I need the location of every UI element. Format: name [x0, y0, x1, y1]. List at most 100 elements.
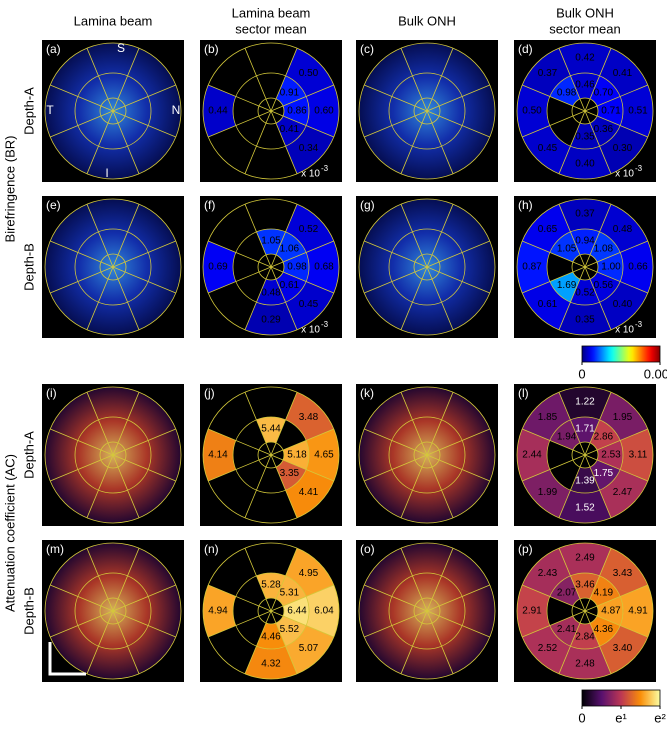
sector-grid: [99, 441, 127, 469]
sector: [599, 281, 648, 330]
sector-grid: [112, 428, 176, 456]
sector: [202, 84, 236, 138]
sector-value: 6.04: [314, 606, 334, 617]
sector-grid: [208, 610, 272, 638]
sector: [522, 204, 571, 253]
unit-label: x 10: [301, 169, 320, 180]
sector-grid: [112, 454, 140, 518]
sector-grid: [400, 392, 428, 456]
orientation-label: T: [46, 103, 54, 117]
column-header: Bulk ONH: [556, 5, 614, 20]
colorbar-tick-label: e²: [654, 710, 666, 725]
sector: [517, 240, 550, 294]
sector: [275, 459, 307, 491]
sector: [599, 204, 648, 253]
sector-value: 1.95: [613, 412, 633, 423]
sector: [589, 115, 621, 147]
sector-grid: [208, 240, 272, 268]
sector-grid: [413, 597, 441, 625]
sector-value: 0.71: [601, 106, 621, 117]
sector-grid: [584, 204, 612, 268]
sector-grid: [364, 610, 428, 638]
sector: [275, 75, 307, 107]
sector-grid: [522, 240, 586, 268]
sector: [275, 615, 307, 647]
sector-grid: [571, 97, 599, 125]
sector-grid: [257, 253, 285, 281]
sector: [558, 43, 612, 76]
sector: [522, 548, 571, 597]
sector-grid: [584, 240, 648, 268]
sector-grid: [558, 548, 586, 612]
sector: [599, 469, 648, 518]
sector: [558, 146, 612, 179]
sector: [549, 575, 581, 607]
sector-grid: [86, 110, 114, 174]
sector-grid: [244, 110, 272, 174]
sector: [275, 575, 307, 607]
sector-grid: [208, 110, 272, 138]
sector-grid: [358, 198, 496, 336]
sector: [306, 240, 339, 294]
sector-grid: [232, 228, 310, 306]
sector: [275, 231, 307, 263]
sector-grid: [571, 253, 599, 281]
sector-value: 0.87: [522, 262, 542, 273]
sector-grid: [400, 548, 428, 612]
sector-value: 0.42: [575, 53, 595, 64]
sector-grid: [202, 198, 340, 336]
sector-value: 0.29: [261, 315, 281, 326]
sector-grid: [50, 428, 114, 456]
sector: [620, 84, 653, 138]
sector-grid: [270, 110, 298, 174]
sector-value: 4.46: [261, 632, 281, 643]
sector-grid: [270, 392, 298, 456]
sector-grid: [546, 228, 624, 306]
sector: [285, 281, 334, 330]
sector-value: 0.60: [314, 106, 334, 117]
sector-value: 4.87: [601, 606, 621, 617]
sector-value: 0.61: [538, 299, 558, 310]
sector-value: 2.43: [538, 568, 558, 579]
sector-grid: [244, 48, 272, 112]
sector-grid: [426, 266, 490, 294]
sector-grid: [516, 42, 654, 180]
row-label: Depth-A: [21, 431, 36, 479]
sector-value: 0.91: [280, 87, 300, 98]
sector-value: 0.66: [628, 262, 648, 273]
sector: [558, 543, 612, 576]
sector-value: 0.98: [557, 87, 577, 98]
sector-grid: [584, 428, 648, 456]
sector-value: 5.52: [280, 624, 300, 635]
sector: [285, 625, 334, 674]
sector: [558, 302, 612, 335]
sector-grid: [364, 584, 428, 612]
sector-value: 0.34: [299, 143, 319, 154]
sector-value: 2.91: [522, 606, 542, 617]
sector-grid: [270, 204, 298, 268]
sector-grid: [50, 454, 114, 482]
colorbar-tick-label: 0: [578, 366, 585, 381]
sector-value: 1.00: [601, 262, 621, 273]
sector-value: 1.69: [557, 280, 577, 291]
sector-value: 0.37: [538, 68, 558, 79]
sector-grid: [270, 110, 334, 138]
sector-value: 0.70: [594, 87, 614, 98]
sector-grid: [112, 110, 140, 174]
sector-grid: [571, 441, 599, 469]
colorbar: [581, 345, 661, 363]
colorbar-tick-label: 0.006: [644, 366, 667, 381]
sector-grid: [208, 266, 272, 294]
column-header: Lamina beam: [74, 13, 153, 28]
sector-value: 0.45: [299, 299, 319, 310]
sector-grid: [388, 416, 466, 494]
panel-label: (l): [518, 386, 529, 400]
sector-grid: [584, 110, 648, 138]
unit-exponent: -3: [321, 320, 329, 329]
sector-grid: [364, 266, 428, 294]
sector-grid: [257, 97, 285, 125]
sector-grid: [584, 454, 648, 482]
sector-value: 5.28: [261, 580, 281, 591]
sector: [202, 240, 236, 294]
sector-value: 1.85: [538, 412, 558, 423]
